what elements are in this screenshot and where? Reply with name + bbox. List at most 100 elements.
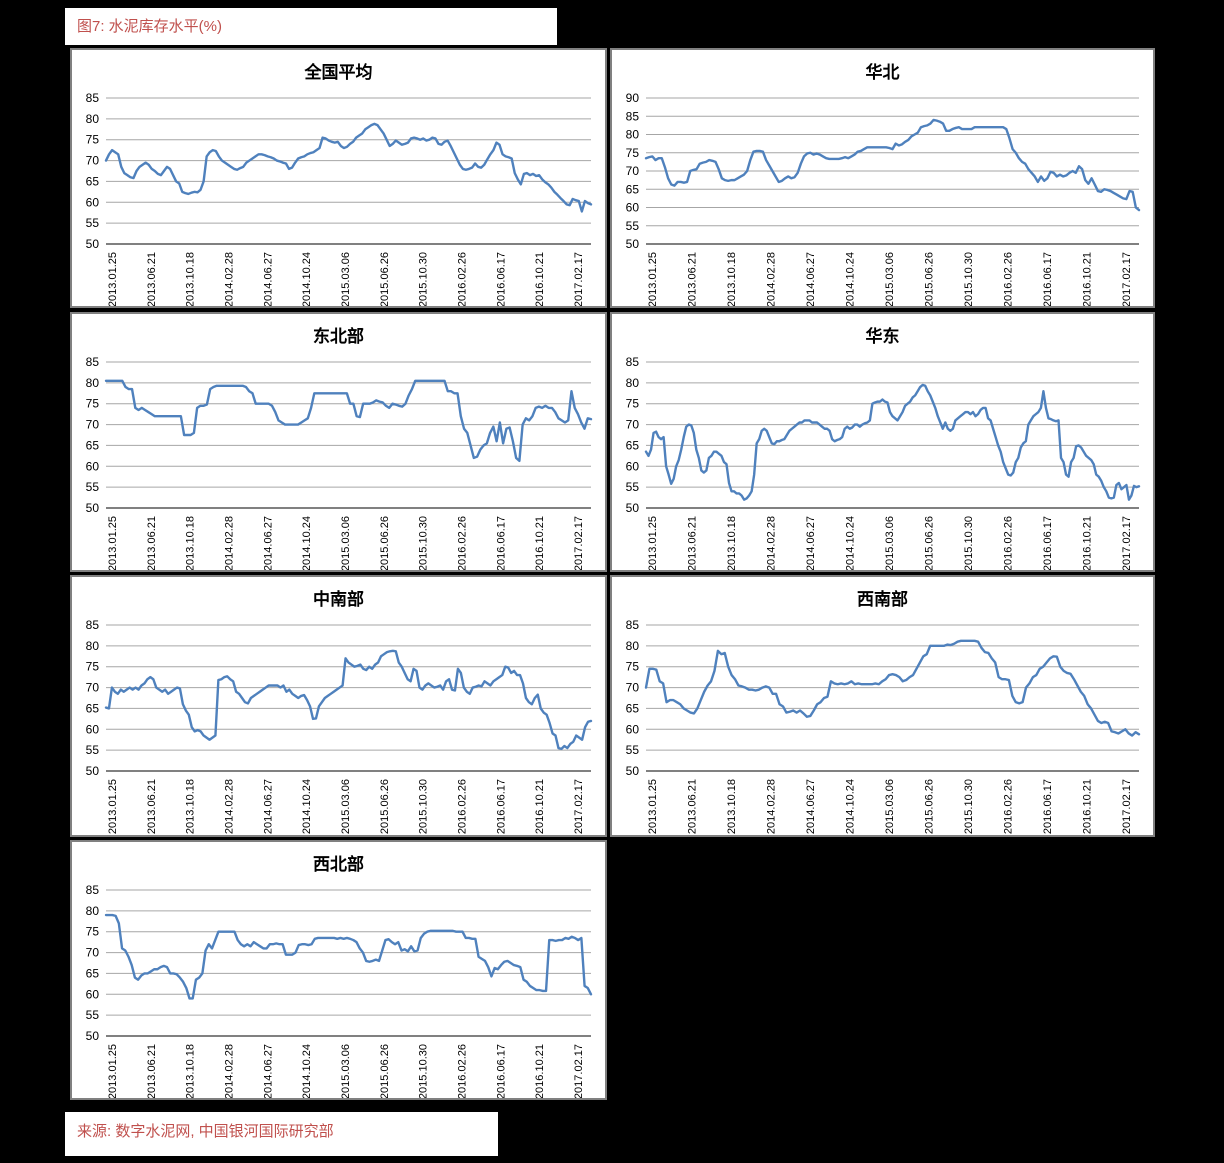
svg-text:2017.02.17: 2017.02.17 bbox=[573, 779, 585, 834]
svg-text:85: 85 bbox=[86, 355, 100, 369]
svg-text:60: 60 bbox=[626, 201, 640, 215]
svg-text:2015.06.26: 2015.06.26 bbox=[924, 516, 936, 570]
svg-text:55: 55 bbox=[86, 1008, 100, 1022]
svg-text:70: 70 bbox=[86, 418, 100, 432]
svg-text:60: 60 bbox=[86, 459, 100, 473]
svg-text:2016.06.17: 2016.06.17 bbox=[495, 1044, 507, 1098]
svg-text:2013.01.25: 2013.01.25 bbox=[107, 1044, 119, 1098]
svg-text:2014.10.24: 2014.10.24 bbox=[301, 1044, 313, 1098]
svg-text:65: 65 bbox=[626, 182, 640, 196]
chart-panel-northwest: 西北部 50 55 60 65 70 75 80 85 2013.01.25 2013.06.21… bbox=[70, 840, 607, 1100]
chart-panel-northeast: 东北部 50 55 60 65 70 75 80 85 2013.01.25 2013.06.21… bbox=[70, 312, 607, 572]
line-chart-plot: 50 55 60 65 70 75 80 85 2013.01.25 2013.06.21 2013… bbox=[72, 842, 605, 1098]
svg-text:50: 50 bbox=[626, 501, 640, 515]
svg-text:2017.02.17: 2017.02.17 bbox=[1121, 779, 1133, 834]
svg-text:85: 85 bbox=[86, 883, 100, 897]
svg-text:2015.03.06: 2015.03.06 bbox=[884, 779, 896, 834]
svg-text:2016.06.17: 2016.06.17 bbox=[1042, 252, 1054, 306]
svg-text:2016.02.26: 2016.02.26 bbox=[1003, 516, 1015, 570]
svg-text:2016.02.26: 2016.02.26 bbox=[457, 516, 469, 570]
svg-text:2014.06.27: 2014.06.27 bbox=[805, 779, 817, 834]
svg-text:85: 85 bbox=[626, 618, 640, 632]
svg-text:2015.10.30: 2015.10.30 bbox=[418, 252, 430, 306]
svg-text:2014.06.27: 2014.06.27 bbox=[262, 516, 274, 570]
svg-text:2014.02.28: 2014.02.28 bbox=[224, 516, 236, 570]
line-chart-plot: 50 55 60 65 70 75 80 85 2013.01.25 2013.06.21 2013… bbox=[72, 50, 605, 306]
svg-text:2016.06.17: 2016.06.17 bbox=[1042, 779, 1054, 834]
svg-text:2013.01.25: 2013.01.25 bbox=[107, 779, 119, 834]
svg-text:55: 55 bbox=[86, 480, 100, 494]
svg-text:2013.06.21: 2013.06.21 bbox=[687, 516, 699, 570]
svg-text:55: 55 bbox=[86, 216, 100, 230]
svg-text:2013.06.21: 2013.06.21 bbox=[146, 779, 158, 834]
svg-text:2016.10.21: 2016.10.21 bbox=[1082, 516, 1094, 570]
chart-title: 华东 bbox=[865, 327, 900, 346]
svg-text:2016.10.21: 2016.10.21 bbox=[534, 1044, 546, 1098]
svg-text:2014.06.27: 2014.06.27 bbox=[805, 252, 817, 306]
svg-text:55: 55 bbox=[626, 219, 640, 233]
svg-text:60: 60 bbox=[86, 722, 100, 736]
svg-text:85: 85 bbox=[86, 618, 100, 632]
svg-text:2013.06.21: 2013.06.21 bbox=[687, 779, 699, 834]
svg-text:75: 75 bbox=[626, 397, 640, 411]
svg-text:65: 65 bbox=[626, 701, 640, 715]
svg-text:85: 85 bbox=[626, 355, 640, 369]
svg-text:2013.06.21: 2013.06.21 bbox=[687, 252, 699, 306]
svg-text:2015.06.26: 2015.06.26 bbox=[379, 1044, 391, 1098]
svg-text:2014.06.27: 2014.06.27 bbox=[805, 516, 817, 570]
svg-text:2014.10.24: 2014.10.24 bbox=[301, 779, 313, 834]
svg-text:2013.10.18: 2013.10.18 bbox=[726, 779, 738, 834]
line-chart-plot: 50 55 60 65 70 75 80 85 90 2013.01.25 2013.06.21 20… bbox=[612, 50, 1153, 306]
chart-title: 西北部 bbox=[313, 855, 364, 874]
svg-text:2015.03.06: 2015.03.06 bbox=[340, 1044, 352, 1098]
svg-text:2013.10.18: 2013.10.18 bbox=[185, 779, 197, 834]
svg-text:2015.10.30: 2015.10.30 bbox=[418, 516, 430, 570]
line-chart-plot: 50 55 60 65 70 75 80 85 2013.01.25 2013.06.21 2013… bbox=[612, 314, 1153, 570]
svg-text:2013.06.21: 2013.06.21 bbox=[146, 516, 158, 570]
source-note-text: 来源: 数字水泥网, 中国银河国际研究部 bbox=[77, 1123, 334, 1140]
svg-text:55: 55 bbox=[626, 480, 640, 494]
svg-text:2016.02.26: 2016.02.26 bbox=[1003, 779, 1015, 834]
svg-text:80: 80 bbox=[626, 128, 640, 142]
svg-text:2016.06.17: 2016.06.17 bbox=[495, 252, 507, 306]
svg-text:2015.03.06: 2015.03.06 bbox=[340, 779, 352, 834]
svg-text:2015.06.26: 2015.06.26 bbox=[379, 252, 391, 306]
svg-text:2016.06.17: 2016.06.17 bbox=[495, 516, 507, 570]
svg-text:2013.10.18: 2013.10.18 bbox=[185, 1044, 197, 1098]
svg-text:2015.03.06: 2015.03.06 bbox=[884, 252, 896, 306]
svg-text:70: 70 bbox=[626, 418, 640, 432]
svg-text:2015.03.06: 2015.03.06 bbox=[340, 516, 352, 570]
svg-text:2016.02.26: 2016.02.26 bbox=[457, 252, 469, 306]
svg-text:85: 85 bbox=[626, 109, 640, 123]
svg-text:70: 70 bbox=[626, 681, 640, 695]
svg-text:2016.02.26: 2016.02.26 bbox=[457, 779, 469, 834]
svg-text:65: 65 bbox=[86, 701, 100, 715]
svg-text:2014.10.24: 2014.10.24 bbox=[301, 516, 313, 570]
svg-text:2014.06.27: 2014.06.27 bbox=[262, 1044, 274, 1098]
svg-text:75: 75 bbox=[86, 660, 100, 674]
figure-caption: 图7: 水泥库存水平(%) bbox=[65, 8, 557, 45]
svg-text:75: 75 bbox=[626, 146, 640, 160]
svg-text:65: 65 bbox=[626, 438, 640, 452]
svg-text:50: 50 bbox=[86, 764, 100, 778]
chart-title: 华北 bbox=[865, 63, 900, 82]
svg-text:2013.01.25: 2013.01.25 bbox=[107, 516, 119, 570]
svg-text:2015.06.26: 2015.06.26 bbox=[379, 516, 391, 570]
svg-text:2014.02.28: 2014.02.28 bbox=[766, 516, 778, 570]
svg-text:2014.02.28: 2014.02.28 bbox=[766, 252, 778, 306]
svg-text:2015.10.30: 2015.10.30 bbox=[963, 252, 975, 306]
svg-text:80: 80 bbox=[626, 639, 640, 653]
svg-text:80: 80 bbox=[86, 112, 100, 126]
svg-text:90: 90 bbox=[626, 91, 640, 105]
svg-text:2015.06.26: 2015.06.26 bbox=[379, 779, 391, 834]
svg-text:2014.02.28: 2014.02.28 bbox=[224, 1044, 236, 1098]
svg-text:60: 60 bbox=[626, 722, 640, 736]
svg-text:50: 50 bbox=[86, 501, 100, 515]
svg-text:80: 80 bbox=[86, 376, 100, 390]
svg-text:2014.10.24: 2014.10.24 bbox=[301, 252, 313, 306]
svg-text:2016.10.21: 2016.10.21 bbox=[534, 779, 546, 834]
svg-text:85: 85 bbox=[86, 91, 100, 105]
svg-text:80: 80 bbox=[86, 904, 100, 918]
chart-title: 东北部 bbox=[313, 327, 364, 346]
